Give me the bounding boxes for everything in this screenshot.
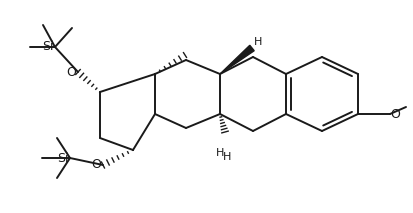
Text: H: H	[254, 37, 262, 47]
Text: O: O	[66, 66, 76, 79]
Text: Si: Si	[57, 151, 69, 164]
Text: O: O	[390, 108, 400, 121]
Polygon shape	[220, 45, 254, 74]
Text: H: H	[216, 148, 224, 158]
Text: O: O	[91, 158, 101, 171]
Text: Si: Si	[43, 40, 54, 53]
Text: H: H	[223, 152, 231, 162]
